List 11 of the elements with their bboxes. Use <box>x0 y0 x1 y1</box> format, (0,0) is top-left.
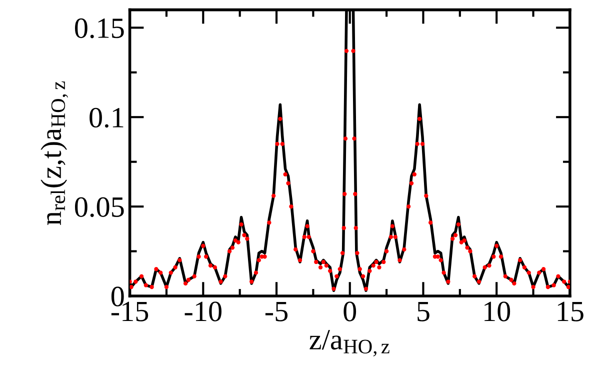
x-tick-label: -10 <box>184 302 222 322</box>
x-axis-title: z/a$_{HO,z}$ <box>310 330 390 356</box>
x-tick-label: -5 <box>265 302 288 322</box>
y-tick-label: 0.15 <box>75 18 124 38</box>
x-tick-label: 15 <box>558 302 584 322</box>
x-tick-label: 0 <box>344 302 356 322</box>
y-axis-title: n$_{rel}$(z,t)a$_{HO,z}$ <box>40 81 68 225</box>
x-tick-label: 10 <box>484 302 510 322</box>
y-tick-label: 0.1 <box>90 108 124 128</box>
x-tick-label: 5 <box>418 302 430 322</box>
y-tick-label: 0.05 <box>75 197 124 218</box>
